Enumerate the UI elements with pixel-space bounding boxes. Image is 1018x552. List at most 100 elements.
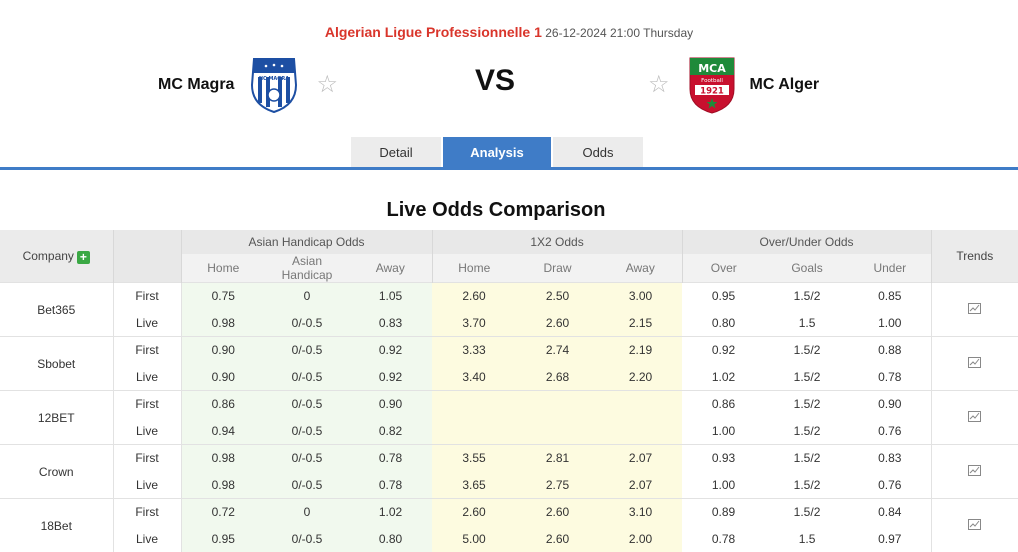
odds-cell-ah[interactable]: 0.78 (349, 444, 433, 472)
league-name[interactable]: Algerian Ligue Professionnelle 1 (324, 24, 542, 40)
odds-cell-x12[interactable]: 2.60 (432, 498, 517, 526)
odds-cell-x12[interactable]: 2.60 (516, 525, 600, 552)
odds-cell-x12[interactable] (599, 417, 683, 445)
company-name[interactable]: Crown (0, 444, 114, 499)
odds-cell-ah[interactable]: 0/-0.5 (265, 309, 349, 337)
odds-cell-ou[interactable]: 1.5/2 (765, 417, 850, 445)
odds-cell-ou[interactable]: 0.86 (682, 390, 766, 418)
odds-cell-ah[interactable]: 0/-0.5 (265, 363, 349, 391)
company-name[interactable]: 12BET (0, 390, 114, 445)
home-team-name[interactable]: MC Magra (158, 76, 235, 93)
odds-cell-ou[interactable]: 0.90 (849, 390, 932, 418)
odds-cell-x12[interactable]: 2.81 (516, 444, 600, 472)
odds-cell-ou[interactable]: 0.78 (849, 363, 932, 391)
odds-cell-x12[interactable]: 3.70 (432, 309, 517, 337)
odds-cell-ou[interactable]: 1.5/2 (765, 471, 850, 499)
odds-cell-ou[interactable]: 1.00 (682, 417, 766, 445)
home-favorite-star-icon[interactable]: ☆ (316, 71, 338, 98)
trend-chart-icon[interactable] (968, 518, 982, 530)
odds-cell-ou[interactable]: 0.83 (849, 444, 932, 472)
trend-chart-button[interactable] (930, 336, 1018, 391)
tab-detail[interactable]: Detail (351, 137, 441, 168)
odds-cell-ah[interactable]: 0.78 (349, 471, 433, 499)
odds-cell-ah[interactable]: 0.86 (181, 390, 265, 418)
company-name[interactable]: Bet365 (0, 282, 114, 337)
company-name[interactable]: Sbobet (0, 336, 114, 391)
odds-cell-x12[interactable]: 2.50 (516, 282, 600, 310)
odds-cell-x12[interactable]: 3.00 (599, 282, 683, 310)
odds-cell-x12[interactable]: 2.19 (599, 336, 683, 364)
odds-cell-ah[interactable]: 0.92 (349, 363, 433, 391)
odds-cell-ah[interactable]: 0 (265, 498, 349, 526)
odds-cell-ou[interactable]: 1.02 (682, 363, 766, 391)
odds-cell-x12[interactable]: 2.75 (516, 471, 600, 499)
odds-cell-x12[interactable] (516, 417, 600, 445)
odds-cell-x12[interactable]: 3.40 (432, 363, 517, 391)
odds-cell-x12[interactable]: 2.00 (599, 525, 683, 552)
odds-cell-ah[interactable]: 0.92 (349, 336, 433, 364)
odds-cell-ou[interactable]: 1.5/2 (765, 498, 850, 526)
trend-chart-icon[interactable] (968, 302, 982, 314)
trend-chart-button[interactable] (930, 444, 1018, 499)
odds-cell-ah[interactable]: 0.75 (181, 282, 265, 310)
odds-cell-x12[interactable]: 2.15 (599, 309, 683, 337)
add-company-icon[interactable]: + (76, 250, 90, 264)
odds-cell-ah[interactable]: 0.72 (181, 498, 265, 526)
odds-cell-ou[interactable]: 1.5/2 (765, 390, 850, 418)
odds-cell-ah[interactable]: 0/-0.5 (265, 444, 349, 472)
trend-chart-icon[interactable] (968, 410, 982, 422)
trend-chart-button[interactable] (930, 282, 1018, 337)
odds-cell-x12[interactable]: 2.07 (599, 471, 683, 499)
odds-cell-x12[interactable] (516, 390, 600, 418)
odds-cell-ah[interactable]: 0.90 (349, 390, 433, 418)
odds-cell-x12[interactable]: 2.60 (432, 282, 517, 310)
odds-cell-ah[interactable]: 0.95 (181, 525, 265, 552)
odds-cell-ou[interactable]: 1.5/2 (765, 336, 850, 364)
tab-analysis[interactable]: Analysis (443, 137, 551, 168)
odds-cell-x12[interactable]: 2.68 (516, 363, 600, 391)
odds-cell-ou[interactable]: 1.5/2 (765, 363, 850, 391)
odds-cell-x12[interactable] (599, 390, 683, 418)
company-name[interactable]: 18Bet (0, 498, 114, 552)
odds-cell-ah[interactable]: 0/-0.5 (265, 471, 349, 499)
odds-cell-ah[interactable]: 0.80 (349, 525, 433, 552)
odds-cell-x12[interactable]: 2.20 (599, 363, 683, 391)
odds-cell-ou[interactable]: 1.5 (765, 309, 850, 337)
odds-cell-ah[interactable]: 0.94 (181, 417, 265, 445)
odds-cell-x12[interactable]: 3.65 (432, 471, 517, 499)
odds-cell-ou[interactable]: 1.5/2 (765, 444, 850, 472)
trend-chart-icon[interactable] (968, 356, 982, 368)
odds-cell-ou[interactable]: 1.00 (849, 309, 932, 337)
trend-chart-button[interactable] (930, 390, 1018, 445)
odds-cell-ou[interactable]: 0.76 (849, 471, 932, 499)
odds-cell-x12[interactable]: 5.00 (432, 525, 517, 552)
odds-cell-ah[interactable]: 0.98 (181, 444, 265, 472)
odds-cell-ah[interactable]: 0/-0.5 (265, 525, 349, 552)
odds-cell-ou[interactable]: 1.5/2 (765, 282, 850, 310)
odds-cell-ah[interactable]: 1.05 (349, 282, 433, 310)
odds-cell-ah[interactable]: 0.82 (349, 417, 433, 445)
odds-cell-x12[interactable]: 2.60 (516, 498, 600, 526)
odds-cell-ou[interactable]: 0.92 (682, 336, 766, 364)
away-favorite-star-icon[interactable]: ☆ (648, 71, 670, 98)
odds-cell-ah[interactable]: 0.98 (181, 309, 265, 337)
odds-cell-ou[interactable]: 0.93 (682, 444, 766, 472)
odds-cell-ah[interactable]: 0.83 (349, 309, 433, 337)
odds-cell-ah[interactable]: 0.90 (181, 336, 265, 364)
odds-cell-ou[interactable]: 0.76 (849, 417, 932, 445)
odds-cell-ah[interactable]: 0/-0.5 (265, 336, 349, 364)
odds-cell-ah[interactable]: 0.90 (181, 363, 265, 391)
odds-cell-ou[interactable]: 0.88 (849, 336, 932, 364)
odds-cell-x12[interactable] (432, 417, 517, 445)
odds-cell-ou[interactable]: 0.97 (849, 525, 932, 552)
odds-cell-x12[interactable] (432, 390, 517, 418)
odds-cell-ou[interactable]: 1.5 (765, 525, 850, 552)
away-team-name[interactable]: MC Alger (749, 76, 820, 93)
trend-chart-button[interactable] (930, 498, 1018, 552)
odds-cell-ah[interactable]: 1.02 (349, 498, 433, 526)
odds-cell-ou[interactable]: 0.78 (682, 525, 766, 552)
odds-cell-x12[interactable]: 2.07 (599, 444, 683, 472)
trend-chart-icon[interactable] (968, 464, 982, 476)
odds-cell-x12[interactable]: 3.10 (599, 498, 683, 526)
odds-cell-x12[interactable]: 2.60 (516, 309, 600, 337)
